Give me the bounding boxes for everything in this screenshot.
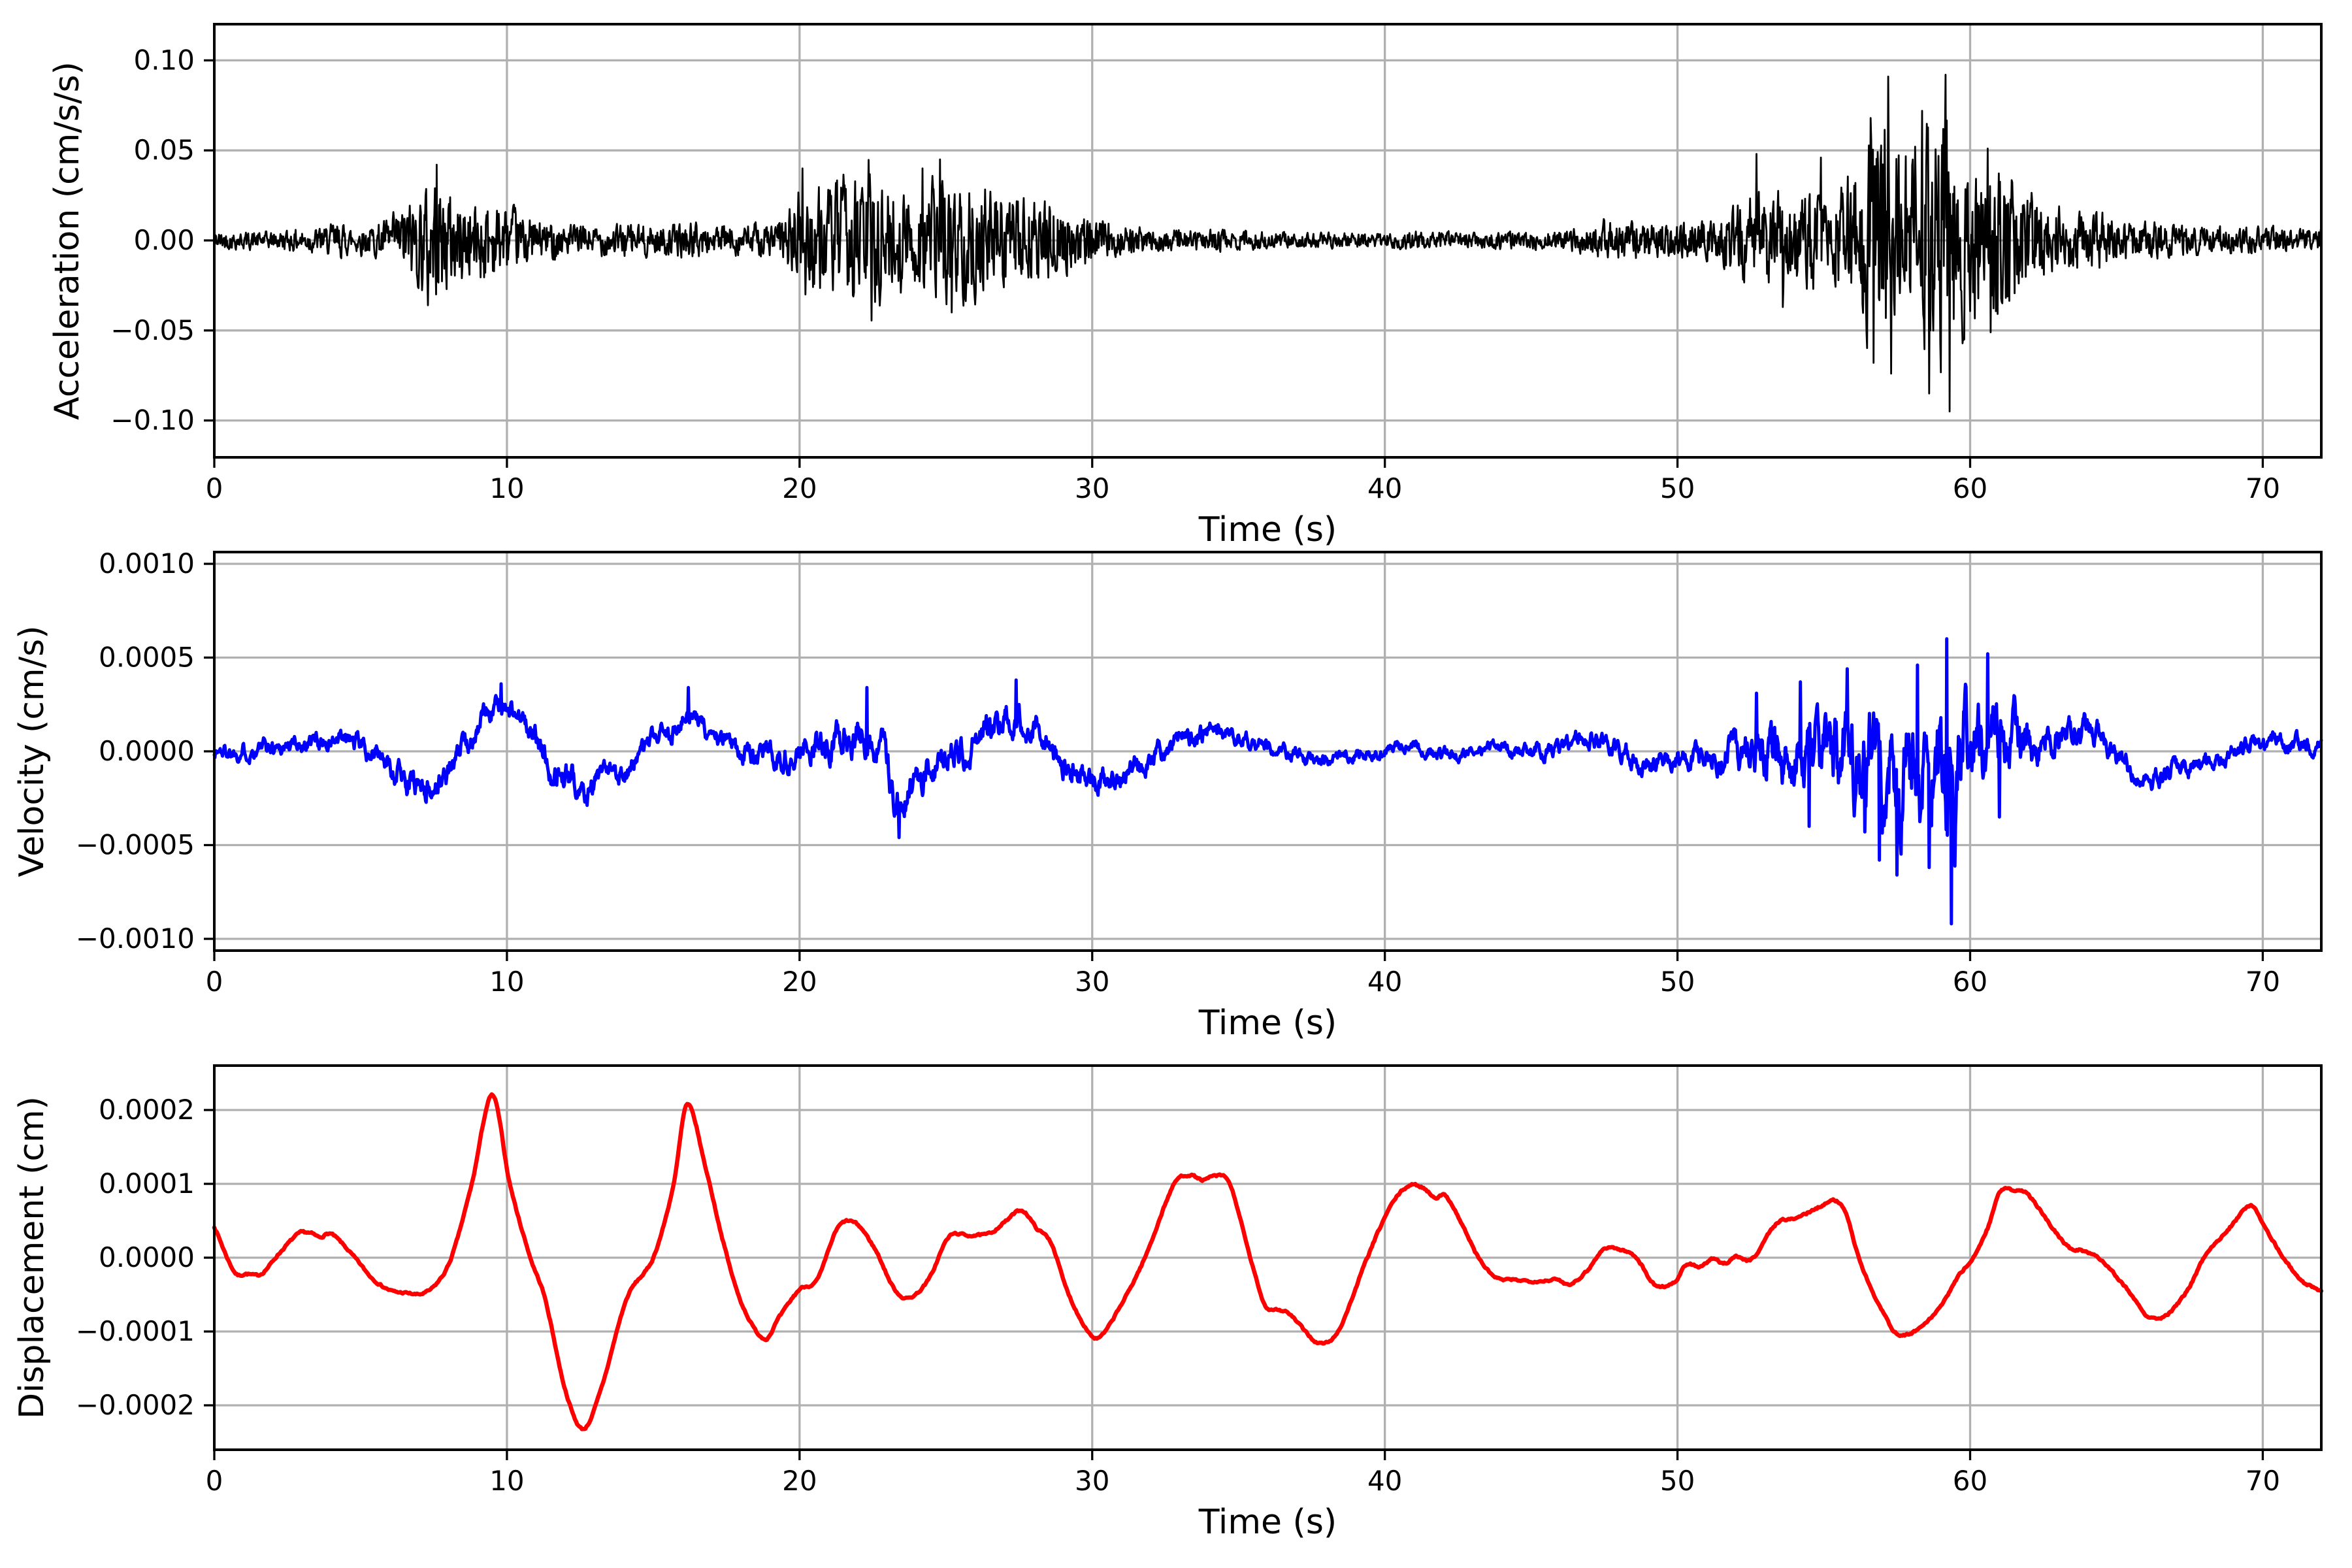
displacement-grid — [213, 1066, 2321, 1450]
acceleration-panel: 0 10 20 30 40 50 60 70 0.10 0.05 0.00 −0.05 −0.10 Ti… — [48, 23, 2323, 549]
displacement-xtick-label: 70 — [2246, 1465, 2280, 1497]
acceleration-xtick-label: 0 — [206, 472, 223, 504]
velocity-spines — [213, 551, 2323, 952]
velocity-xtick-label: 70 — [2246, 966, 2280, 998]
acceleration-spines — [213, 23, 2323, 459]
acceleration-trace — [213, 74, 2323, 413]
velocity-xtick-label: 10 — [489, 966, 524, 998]
displacement-ytick-label: 0.0002 — [99, 1094, 195, 1126]
velocity-ticks — [204, 563, 2264, 961]
velocity-xlabel: Time (s) — [1198, 1004, 1337, 1043]
displacement-ytick-label: −0.0002 — [76, 1389, 195, 1421]
displacement-ticks — [204, 1109, 2264, 1460]
acceleration-ytick-label: 0.05 — [133, 134, 195, 166]
velocity-trace — [212, 637, 2323, 926]
displacement-ytick-label: 0.0001 — [99, 1168, 195, 1200]
acceleration-xtick-label: 70 — [2246, 472, 2280, 504]
velocity-xtick-label: 40 — [1367, 966, 1402, 998]
acceleration-xlabel: Time (s) — [1198, 510, 1337, 549]
acceleration-xtick-label: 10 — [489, 472, 524, 504]
acceleration-tick-labels: 0 10 20 30 40 50 60 70 0.10 0.05 0.00 −0.05 −0.10 — [110, 44, 2280, 504]
acceleration-ylabel: Acceleration (cm/s/s) — [48, 61, 87, 420]
acceleration-ticks — [204, 59, 2264, 468]
velocity-ytick-label: −0.0005 — [76, 829, 195, 861]
displacement-xtick-label: 20 — [782, 1465, 817, 1497]
displacement-xtick-label: 50 — [1660, 1465, 1695, 1497]
velocity-xtick-label: 30 — [1075, 966, 1109, 998]
acceleration-ytick-label: 0.10 — [133, 44, 195, 76]
velocity-ytick-label: 0.0005 — [99, 642, 195, 674]
displacement-ytick-label: 0.0000 — [99, 1241, 195, 1273]
velocity-ytick-label: 0.0000 — [99, 735, 195, 767]
acceleration-ytick-label: 0.00 — [133, 224, 195, 256]
displacement-ylabel: Displacement (cm) — [12, 1096, 52, 1419]
velocity-xtick-label: 60 — [1953, 966, 1987, 998]
acceleration-xtick-label: 20 — [782, 472, 817, 504]
displacement-panel: 0 10 20 30 40 50 60 70 0.0002 0.0001 0.0000 −0.0001… — [12, 1064, 2324, 1542]
displacement-xtick-label: 40 — [1367, 1465, 1402, 1497]
velocity-xtick-label: 20 — [782, 966, 817, 998]
velocity-ytick-label: 0.0010 — [99, 547, 195, 580]
velocity-xtick-label: 0 — [206, 966, 223, 998]
acceleration-ytick-label: −0.10 — [110, 404, 195, 436]
displacement-trace — [212, 1092, 2324, 1431]
displacement-ytick-label: −0.0001 — [76, 1315, 195, 1347]
displacement-xtick-label: 30 — [1075, 1465, 1109, 1497]
displacement-tick-labels: 0 10 20 30 40 50 60 70 0.0002 0.0001 0.0000 −0.0001… — [76, 1094, 2280, 1497]
velocity-panel: 0 10 20 30 40 50 60 70 0.0010 0.0005 0.0000 −0.0005… — [12, 547, 2323, 1043]
displacement-xtick-label: 0 — [206, 1465, 223, 1497]
velocity-xtick-label: 50 — [1660, 966, 1695, 998]
displacement-xtick-label: 10 — [489, 1465, 524, 1497]
velocity-ylabel: Velocity (cm/s) — [12, 626, 52, 877]
displacement-spines — [213, 1064, 2323, 1451]
acceleration-xtick-label: 50 — [1660, 472, 1695, 504]
acceleration-xtick-label: 40 — [1367, 472, 1402, 504]
acceleration-xtick-label: 60 — [1953, 472, 1987, 504]
acceleration-ytick-label: −0.05 — [110, 314, 195, 346]
acceleration-xtick-label: 30 — [1075, 472, 1109, 504]
displacement-xtick-label: 60 — [1953, 1465, 1987, 1497]
velocity-ytick-label: −0.0010 — [76, 923, 195, 955]
velocity-tick-labels: 0 10 20 30 40 50 60 70 0.0010 0.0005 0.0000 −0.0005… — [76, 547, 2280, 998]
displacement-xlabel: Time (s) — [1198, 1503, 1337, 1542]
